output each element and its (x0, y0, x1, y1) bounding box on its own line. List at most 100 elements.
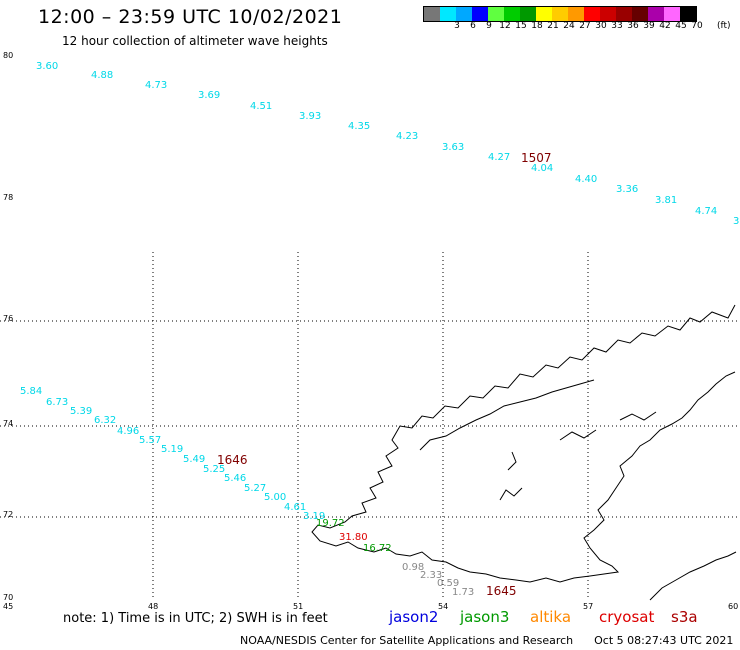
wave-height-value: 4.51 (250, 101, 272, 112)
wave-height-value: 4.27 (488, 152, 510, 163)
latitude-label: 72 (3, 510, 13, 519)
wave-height-value: 4.35 (348, 121, 370, 132)
legend-label: 12 (499, 21, 511, 31)
coastline (311, 304, 736, 583)
wave-height-value: 4.04 (531, 163, 553, 174)
satellite-name: jason3 (460, 608, 510, 626)
legend-label: 39 (643, 21, 655, 31)
satellite-name: s3a (671, 608, 698, 626)
map-subtitle: 12 hour collection of altimeter wave hei… (62, 34, 328, 48)
wave-height-value: 1.73 (452, 587, 474, 598)
wave-height-value: 0.98 (402, 562, 424, 573)
longitude-label: 57 (583, 602, 593, 611)
wave-height-value: 4.40 (575, 174, 597, 185)
wave-height-value: 3.36 (616, 184, 638, 195)
pass-time-label: 1645 (486, 584, 517, 598)
latitude-label: 76 (3, 314, 13, 323)
legend-label: 3 (454, 21, 460, 31)
wave-height-value: 16.72 (363, 543, 392, 554)
wave-height-value: 6.32 (94, 415, 116, 426)
legend-swatch (520, 7, 536, 21)
legend-swatch (616, 7, 632, 21)
pass-time-label: 1507 (521, 151, 552, 165)
wave-height-value: 3 (733, 216, 739, 227)
legend-label: 45 (675, 21, 687, 31)
graticule (0, 252, 740, 600)
legend-swatch (664, 7, 680, 21)
wave-height-value: 4.23 (396, 131, 418, 142)
wave-height-value: 5.25 (203, 464, 225, 475)
wave-height-value: 5.84 (20, 386, 42, 397)
map-title: 12:00 – 23:59 UTC 10/02/2021 (38, 6, 343, 28)
wave-height-value: 5.00 (264, 492, 286, 503)
pass-time-label: 1646 (217, 453, 248, 467)
wave-height-value: 3.93 (299, 111, 321, 122)
legend-swatch (680, 7, 696, 21)
legend-label: 70 (691, 21, 703, 31)
color-scale-legend (423, 6, 697, 22)
legend-label: 6 (470, 21, 476, 31)
longitude-label: 45 (3, 602, 13, 611)
wave-height-value: 2.33 (420, 570, 442, 581)
wave-height-value: 4.88 (91, 70, 113, 81)
wave-height-value: 5.19 (161, 444, 183, 455)
wave-height-value: 3.63 (442, 142, 464, 153)
legend-label: 21 (547, 21, 559, 31)
legend-swatch (536, 7, 552, 21)
legend-label: 9 (486, 21, 492, 31)
legend-unit: (ft) (717, 21, 731, 31)
legend-label: 27 (579, 21, 591, 31)
color-scale-labels: 3 6 9 12 15 18 21 24 27 30 33 36 39 42 45 70 (423, 21, 740, 33)
legend-swatch (552, 7, 568, 21)
longitude-label: 51 (293, 602, 303, 611)
wave-height-value: 5.46 (224, 473, 246, 484)
legend-swatch (632, 7, 648, 21)
legend-label: 24 (563, 21, 575, 31)
wave-height-value: 31.80 (339, 532, 368, 543)
satellite-name: jason2 (389, 608, 439, 626)
longitude-label: 48 (148, 602, 158, 611)
legend-swatch (648, 7, 664, 21)
legend-swatch (584, 7, 600, 21)
legend-label: 30 (595, 21, 607, 31)
wave-height-value: 19.72 (316, 518, 345, 529)
legend-swatch (568, 7, 584, 21)
legend-label: 18 (531, 21, 543, 31)
legend-label: 36 (627, 21, 639, 31)
wave-height-value: 5.27 (244, 483, 266, 494)
longitude-label: 60 (728, 602, 738, 611)
timestamp: Oct 5 08:27:43 UTC 2021 (594, 634, 734, 647)
satellite-name: cryosat (599, 608, 655, 626)
latitude-label: 74 (3, 419, 13, 428)
latitude-label: 80 (3, 51, 13, 60)
latitude-label: 78 (3, 193, 13, 202)
coastline-inner (419, 379, 737, 601)
credit-text: NOAA/NESDIS Center for Satellite Applica… (240, 634, 574, 647)
legend-swatch (472, 7, 488, 21)
satellite-name: altika (530, 608, 572, 626)
legend-swatch (424, 7, 440, 21)
wave-height-value: 4.74 (695, 206, 717, 217)
legend-swatch (600, 7, 616, 21)
legend-swatch (456, 7, 472, 21)
wave-height-value: 5.49 (183, 454, 205, 465)
wave-height-value: 4.61 (284, 502, 306, 513)
legend-label: 15 (515, 21, 527, 31)
wave-height-value: 3.19 (303, 511, 325, 522)
wave-height-value: 5.57 (139, 435, 161, 446)
latitude-label: 70 (3, 593, 13, 602)
wave-height-value: 5.39 (70, 406, 92, 417)
legend-swatch (488, 7, 504, 21)
wave-height-value: 3.69 (198, 90, 220, 101)
legend-swatch (440, 7, 456, 21)
longitude-label: 54 (438, 602, 448, 611)
note-text: note: 1) Time is in UTC; 2) SWH is in fe… (63, 611, 328, 626)
wave-height-value: 3.60 (36, 61, 58, 72)
wave-height-value: 3.81 (655, 195, 677, 206)
legend-swatch (504, 7, 520, 21)
wave-height-value: 6.73 (46, 397, 68, 408)
wave-height-value: 4.73 (145, 80, 167, 91)
legend-label: 42 (659, 21, 671, 31)
wave-height-value: 4.96 (117, 426, 139, 437)
